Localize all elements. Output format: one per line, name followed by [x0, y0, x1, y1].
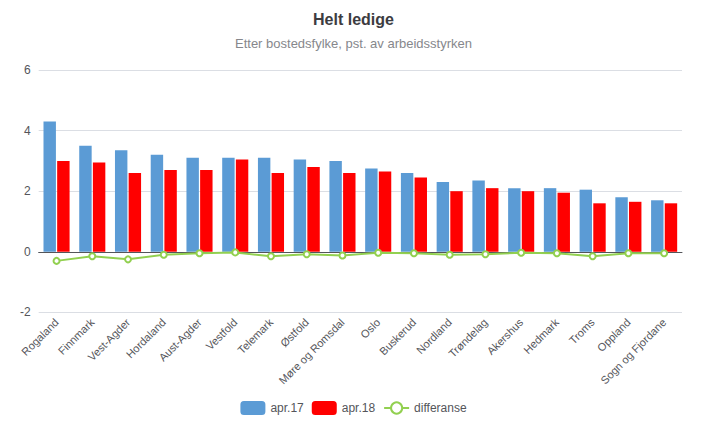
- svg-text:Rogaland: Rogaland: [19, 316, 61, 358]
- svg-text:differanse: differanse: [414, 401, 467, 415]
- svg-text:Oslo: Oslo: [358, 316, 382, 340]
- svg-text:Vest-Agder: Vest-Agder: [85, 316, 132, 363]
- svg-text:Aust-Agder: Aust-Agder: [156, 316, 204, 364]
- svg-text:Østfold: Østfold: [278, 316, 311, 349]
- svg-text:Trøndelag: Trøndelag: [446, 316, 490, 360]
- svg-text:apr.18: apr.18: [342, 401, 376, 415]
- svg-text:Sogn og Fjordane: Sogn og Fjordane: [598, 316, 668, 386]
- svg-text:Etter bostedsfylke, pst. av ar: Etter bostedsfylke, pst. av arbeidsstyrk…: [235, 36, 472, 51]
- svg-text:Nordland: Nordland: [413, 316, 454, 357]
- svg-text:6: 6: [24, 63, 31, 77]
- svg-text:Akershus: Akershus: [485, 316, 526, 357]
- svg-text:Telemark: Telemark: [235, 316, 275, 356]
- svg-text:Helt ledige: Helt ledige: [313, 11, 394, 28]
- svg-text:-2: -2: [20, 305, 31, 319]
- svg-text:0: 0: [24, 245, 31, 259]
- svg-text:Møre og Romsdal: Møre og Romsdal: [276, 316, 346, 386]
- svg-text:Vestfold: Vestfold: [203, 316, 239, 352]
- svg-text:apr.17: apr.17: [270, 401, 304, 415]
- svg-text:4: 4: [24, 124, 31, 138]
- svg-text:Finnmark: Finnmark: [55, 316, 97, 357]
- svg-text:Troms: Troms: [567, 316, 598, 347]
- svg-text:Hedmark: Hedmark: [521, 316, 561, 356]
- svg-text:Buskerud: Buskerud: [377, 316, 418, 357]
- svg-text:2: 2: [24, 184, 31, 198]
- svg-text:Oppland: Oppland: [594, 316, 633, 354]
- svg-text:Hordaland: Hordaland: [123, 316, 168, 361]
